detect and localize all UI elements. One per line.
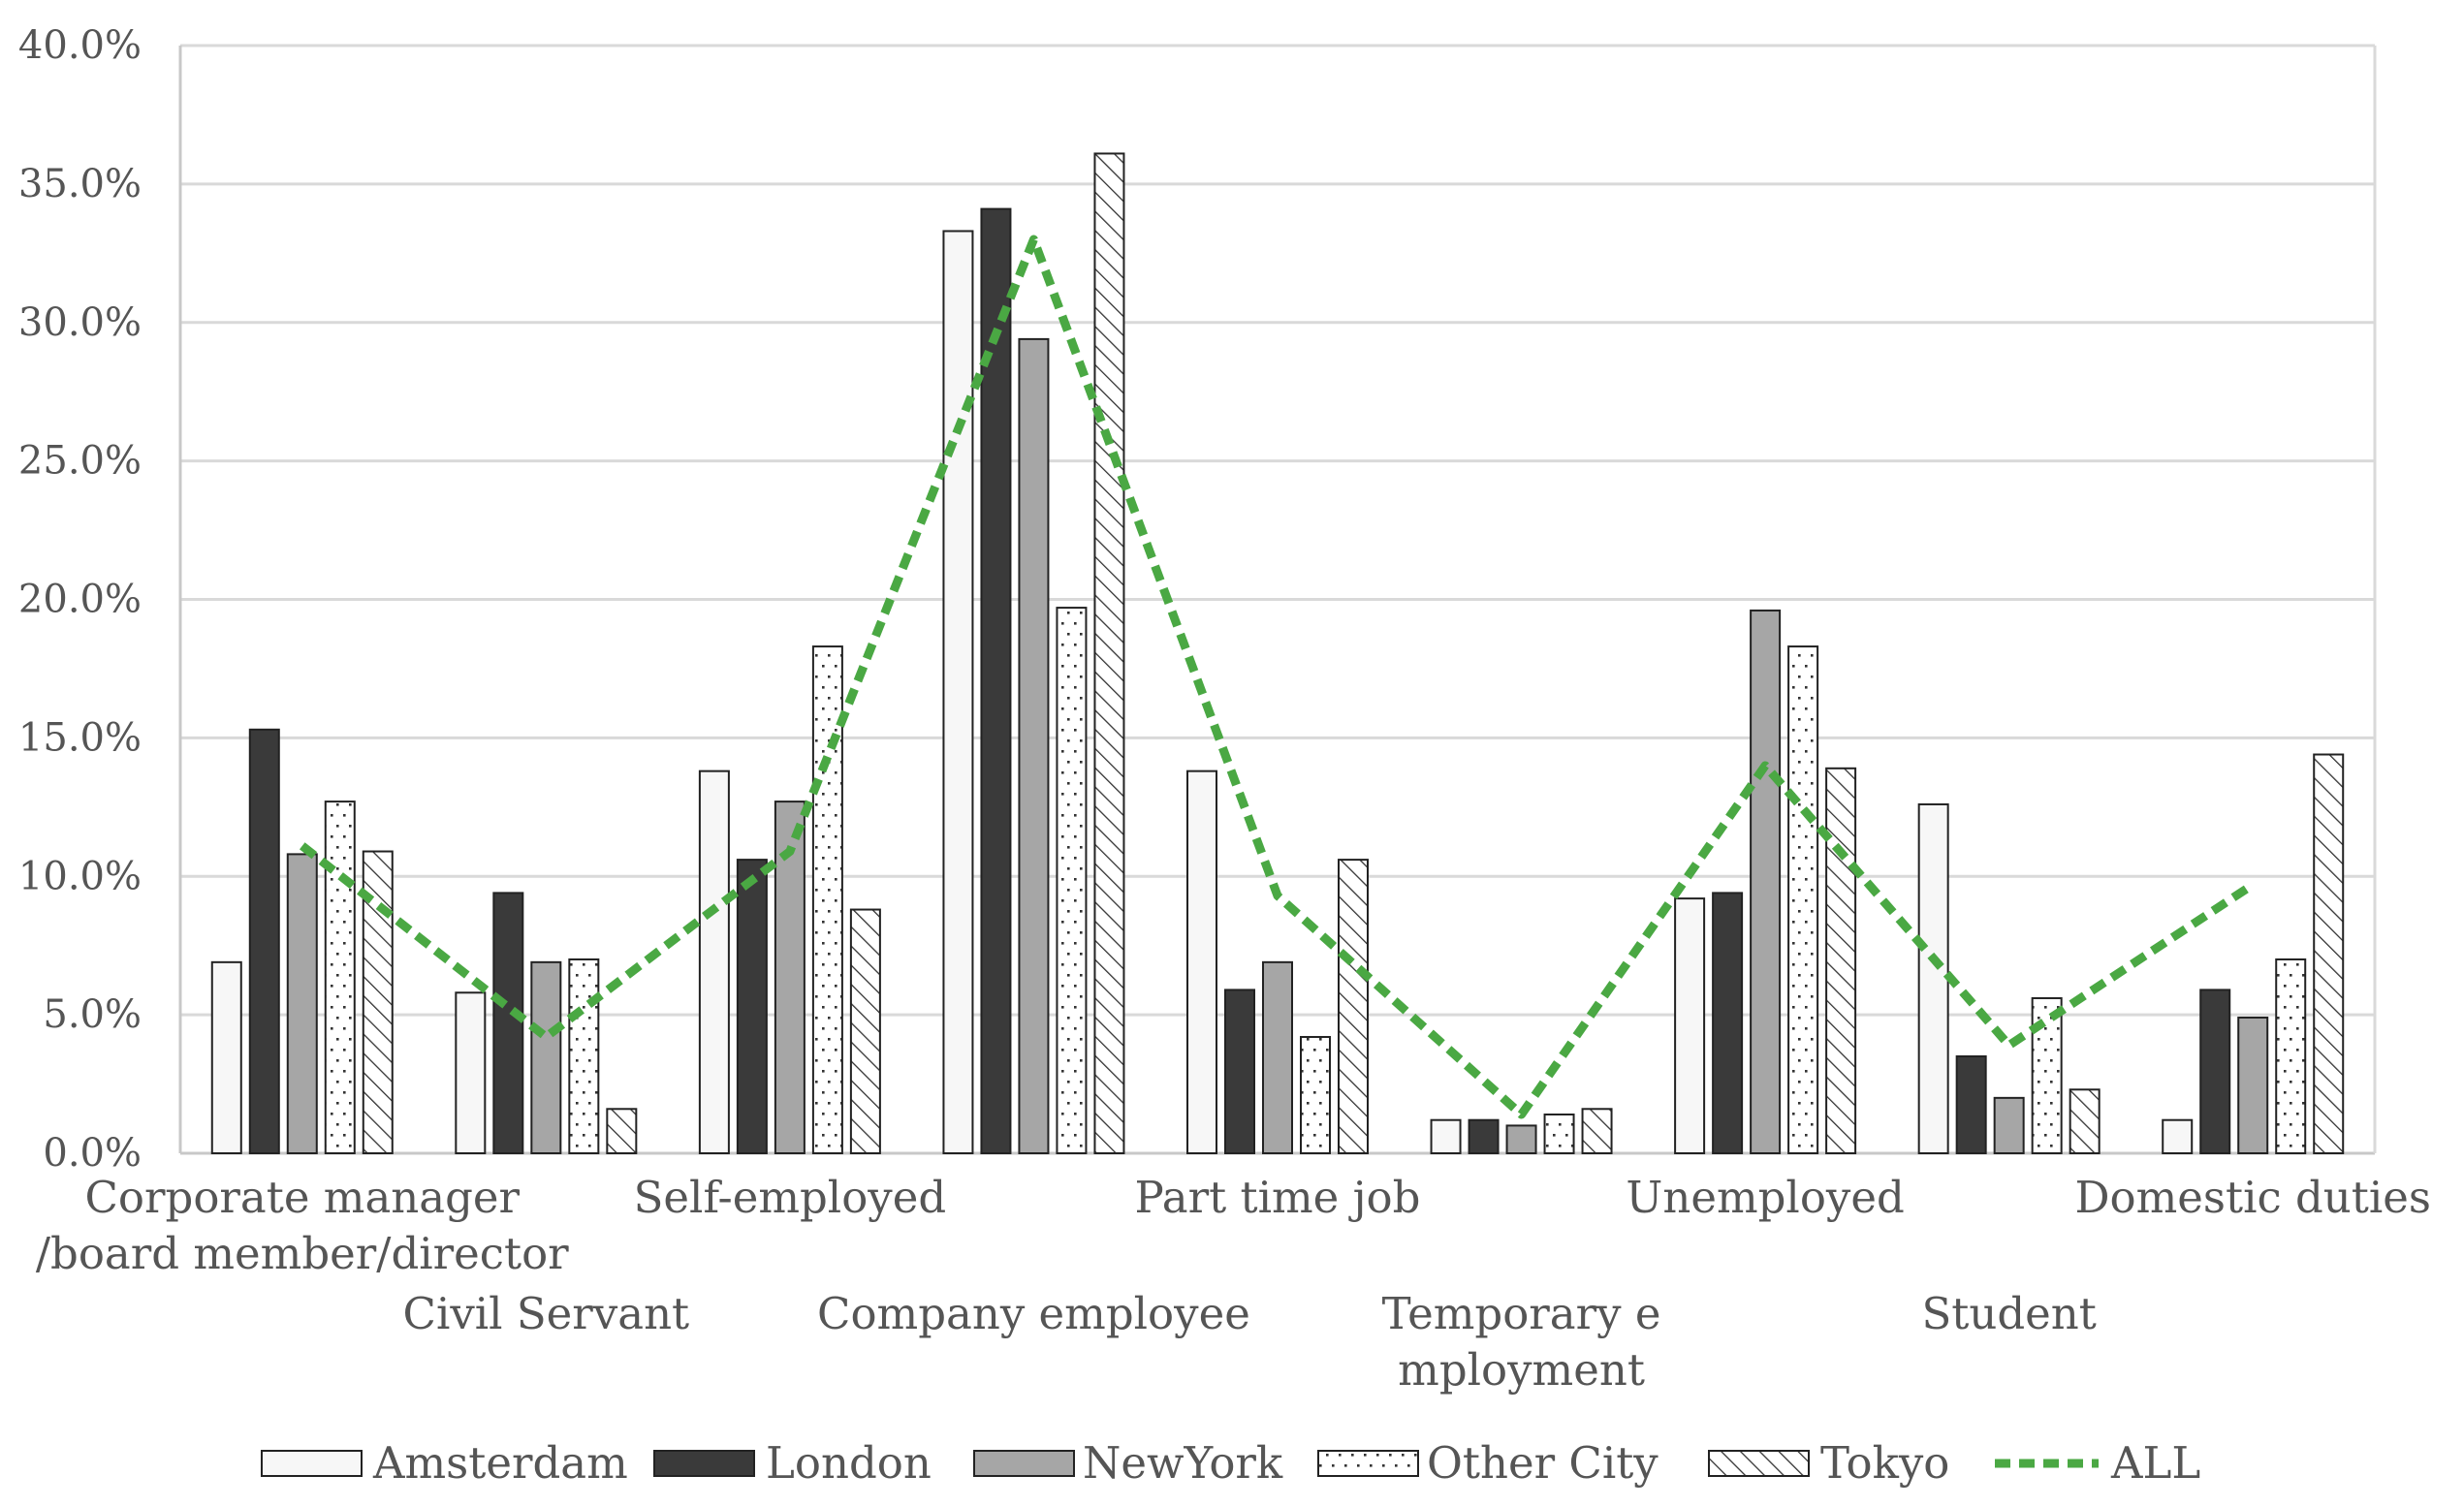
all-line-layer — [300, 235, 2256, 1119]
category-label-line: Student — [1921, 1288, 2096, 1339]
bar-london — [492, 892, 524, 1155]
legend-label-newyork: NewYork — [1083, 1437, 1283, 1489]
legend-swatch-tokyo — [1708, 1450, 1810, 1477]
bar-amsterdam — [698, 769, 730, 1154]
bar-other-city — [1056, 607, 1088, 1154]
legend-swatch-other-city — [1317, 1450, 1419, 1477]
bar-newyork — [1993, 1096, 2025, 1154]
category-label-line: Civil Servant — [403, 1288, 690, 1339]
category-label-part-time-job: Part time job — [1135, 1172, 1421, 1223]
legend-label-all: ALL — [2110, 1437, 2200, 1489]
y-tick-label: 20.0% — [18, 578, 142, 622]
category-label-line: Temporary e — [1382, 1288, 1661, 1339]
bar-other-city — [1543, 1113, 1575, 1154]
y-tick-label: 40.0% — [18, 23, 142, 68]
category-label-line: /board member/director — [36, 1228, 569, 1279]
legend-label-other-city: Other City — [1427, 1437, 1658, 1489]
y-tick-label: 35.0% — [18, 162, 142, 206]
legend: Amsterdam London NewYork Other City Tokyo ALL — [261, 1437, 2200, 1489]
bar-other-city — [568, 958, 600, 1154]
legend-swatch-newyork — [973, 1450, 1075, 1477]
category-label-line: Self-employed — [634, 1172, 947, 1223]
bar-other-city — [1787, 645, 1819, 1154]
y-tick-label: 5.0% — [43, 992, 142, 1037]
bars — [210, 152, 2345, 1155]
legend-label-london: London — [766, 1437, 932, 1489]
bar-newyork — [1262, 960, 1293, 1155]
bar-newyork — [530, 960, 562, 1155]
bar-newyork — [1018, 337, 1050, 1154]
bar-london — [1712, 892, 1744, 1155]
bar-tokyo — [2069, 1088, 2101, 1154]
legend-swatch-london — [653, 1450, 755, 1477]
bar-london — [2199, 989, 2231, 1154]
category-label-unemployed: Unemployed — [1626, 1172, 1904, 1223]
bar-newyork — [1505, 1124, 1537, 1155]
bar-amsterdam — [1674, 897, 1706, 1154]
category-label-temporary-e-mployment: Temporary e mployment — [1382, 1288, 1661, 1396]
legend-label-tokyo: Tokyo — [1820, 1437, 1949, 1489]
category-label-civil-servant: Civil Servant — [403, 1288, 690, 1339]
bar-amsterdam — [1917, 802, 1949, 1155]
bar-newyork — [2237, 1016, 2269, 1155]
category-label-student: Student — [1921, 1288, 2096, 1339]
bar-newyork — [1750, 609, 1782, 1154]
bar-london — [248, 728, 280, 1154]
bar-amsterdam — [2162, 1118, 2194, 1154]
legend-swatch-amsterdam — [261, 1450, 363, 1477]
category-labels: Corporate manager/board member/directorC… — [36, 1172, 2431, 1396]
all-line — [300, 235, 2256, 1119]
bar-tokyo — [1338, 859, 1369, 1154]
bar-other-city — [324, 801, 356, 1154]
y-tick-label: 0.0% — [43, 1131, 142, 1176]
bar-other-city — [2031, 996, 2063, 1154]
bar-london — [736, 859, 768, 1154]
bar-newyork — [286, 853, 318, 1154]
bar-tokyo — [1581, 1108, 1613, 1155]
bar-tokyo — [2313, 753, 2345, 1155]
y-tick-label: 10.0% — [18, 854, 142, 898]
y-axis-labels: 0.0% 5.0% 10.0% 15.0% 20.0% 25.0% 30.0% 35.0% 40… — [18, 23, 142, 1176]
category-label-self-employed: Self-employed — [634, 1172, 947, 1223]
bar-newyork — [774, 801, 806, 1154]
bar-london — [1955, 1054, 1987, 1155]
category-label-line: Part time job — [1135, 1172, 1421, 1223]
category-label-line: Corporate manager — [84, 1172, 520, 1223]
bar-amsterdam — [942, 230, 974, 1154]
category-label-corporate-manager-board-member-director: Corporate manager/board member/director — [36, 1172, 569, 1279]
category-label-line: Company employee — [817, 1288, 1250, 1339]
bar-other-city — [2275, 958, 2307, 1154]
bar-other-city — [811, 645, 843, 1154]
category-label-domestic-duties: Domestic duties — [2074, 1172, 2431, 1223]
bar-tokyo — [1825, 767, 1857, 1154]
bar-london — [1468, 1118, 1500, 1154]
bar-tokyo — [1093, 152, 1125, 1154]
y-tick-label: 25.0% — [18, 439, 142, 484]
bar-tokyo — [849, 908, 881, 1154]
bar-amsterdam — [210, 960, 242, 1155]
category-label-line: Domestic duties — [2074, 1172, 2431, 1223]
bar-tokyo — [606, 1108, 638, 1155]
y-tick-label: 15.0% — [18, 715, 142, 760]
bar-amsterdam — [455, 991, 487, 1155]
bar-amsterdam — [1430, 1118, 1462, 1154]
legend-label-amsterdam: Amsterdam — [372, 1437, 628, 1489]
category-label-line: mployment — [1398, 1344, 1645, 1396]
bar-london — [1224, 989, 1255, 1154]
y-tick-label: 30.0% — [18, 300, 142, 345]
category-label-company-employee: Company employee — [817, 1288, 1250, 1339]
category-label-line: Unemployed — [1626, 1172, 1904, 1223]
bar-other-city — [1300, 1035, 1331, 1154]
bar-amsterdam — [1186, 769, 1217, 1154]
